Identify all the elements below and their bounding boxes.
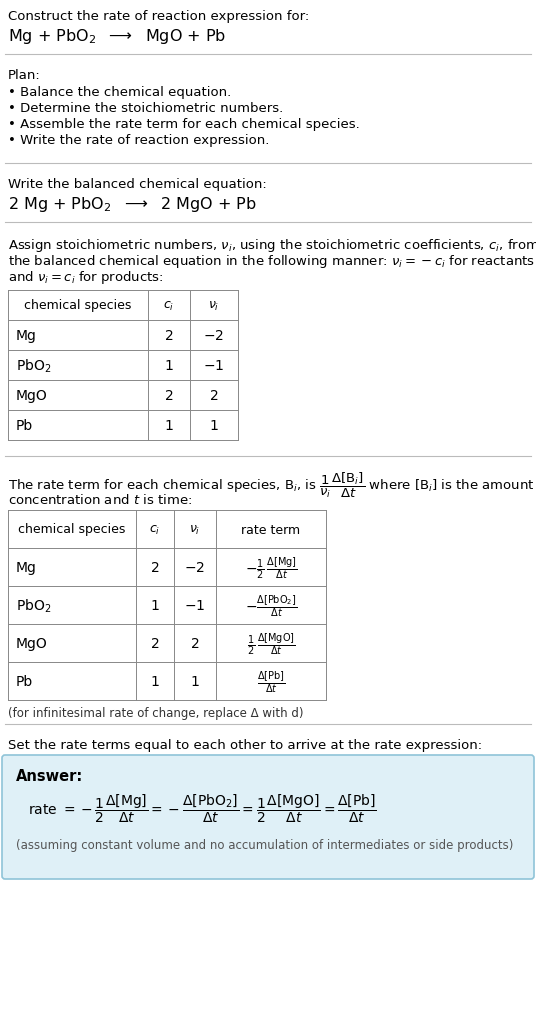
Text: $c_i$: $c_i$: [150, 523, 161, 536]
Text: • Write the rate of reaction expression.: • Write the rate of reaction expression.: [8, 133, 270, 147]
Text: 1: 1: [210, 419, 219, 433]
Text: • Determine the stoichiometric numbers.: • Determine the stoichiometric numbers.: [8, 102, 283, 115]
Text: $-2$: $-2$: [204, 329, 225, 342]
Text: Mg: Mg: [16, 560, 37, 575]
Text: 2: 2: [165, 388, 173, 403]
Text: 1: 1: [165, 419, 174, 433]
Text: 1: 1: [151, 675, 159, 688]
Text: 1: 1: [151, 598, 159, 612]
Text: Answer:: Answer:: [16, 768, 83, 784]
Text: MgO: MgO: [16, 388, 48, 403]
Text: $-\frac{1}{2}\,\frac{\Delta[\mathrm{Mg}]}{\Delta t}$: $-\frac{1}{2}\,\frac{\Delta[\mathrm{Mg}]…: [245, 554, 297, 580]
Text: chemical species: chemical species: [24, 300, 132, 312]
Text: and $\nu_i = c_i$ for products:: and $\nu_i = c_i$ for products:: [8, 269, 163, 285]
Text: 2: 2: [165, 329, 173, 342]
Text: Assign stoichiometric numbers, $\nu_i$, using the stoichiometric coefficients, $: Assign stoichiometric numbers, $\nu_i$, …: [8, 236, 536, 254]
Text: 1: 1: [165, 359, 174, 373]
Text: MgO: MgO: [16, 637, 48, 650]
Text: PbO$_2$: PbO$_2$: [16, 597, 51, 614]
Text: Set the rate terms equal to each other to arrive at the rate expression:: Set the rate terms equal to each other t…: [8, 739, 482, 751]
Text: 2: 2: [151, 560, 159, 575]
Text: • Balance the chemical equation.: • Balance the chemical equation.: [8, 86, 231, 99]
Text: Pb: Pb: [16, 675, 33, 688]
Text: $\nu_i$: $\nu_i$: [189, 523, 200, 536]
Text: chemical species: chemical species: [18, 523, 125, 536]
Text: $-2$: $-2$: [184, 560, 205, 575]
Text: PbO$_2$: PbO$_2$: [16, 357, 51, 374]
Text: $c_i$: $c_i$: [163, 300, 175, 312]
Text: $-1$: $-1$: [203, 359, 225, 373]
Text: (assuming constant volume and no accumulation of intermediates or side products): (assuming constant volume and no accumul…: [16, 839, 513, 851]
Text: Mg: Mg: [16, 329, 37, 342]
Text: 2: 2: [151, 637, 159, 650]
Text: Mg + PbO$_2$  $\longrightarrow$  MgO + Pb: Mg + PbO$_2$ $\longrightarrow$ MgO + Pb: [8, 26, 226, 46]
FancyBboxPatch shape: [2, 755, 534, 879]
Text: (for infinitesimal rate of change, replace Δ with d): (for infinitesimal rate of change, repla…: [8, 706, 303, 719]
Text: concentration and $t$ is time:: concentration and $t$ is time:: [8, 492, 192, 506]
Text: 2: 2: [191, 637, 199, 650]
Text: rate term: rate term: [241, 523, 301, 536]
Text: $\frac{\Delta[\mathrm{Pb}]}{\Delta t}$: $\frac{\Delta[\mathrm{Pb}]}{\Delta t}$: [257, 668, 285, 694]
Text: 2: 2: [210, 388, 218, 403]
Text: the balanced chemical equation in the following manner: $\nu_i = -c_i$ for react: the balanced chemical equation in the fo…: [8, 253, 535, 270]
Text: 1: 1: [191, 675, 199, 688]
Text: Plan:: Plan:: [8, 69, 41, 82]
Text: rate $= -\dfrac{1}{2}\dfrac{\Delta[\mathrm{Mg}]}{\Delta t}= -\dfrac{\Delta[\math: rate $= -\dfrac{1}{2}\dfrac{\Delta[\math…: [28, 792, 377, 824]
Text: • Assemble the rate term for each chemical species.: • Assemble the rate term for each chemic…: [8, 118, 360, 130]
Text: Construct the rate of reaction expression for:: Construct the rate of reaction expressio…: [8, 10, 309, 23]
Text: Write the balanced chemical equation:: Write the balanced chemical equation:: [8, 178, 267, 191]
Text: $-1$: $-1$: [184, 598, 206, 612]
Text: Pb: Pb: [16, 419, 33, 433]
Text: $\frac{1}{2}\,\frac{\Delta[\mathrm{MgO}]}{\Delta t}$: $\frac{1}{2}\,\frac{\Delta[\mathrm{MgO}]…: [247, 631, 295, 656]
Text: $-\frac{\Delta[\mathrm{PbO_2}]}{\Delta t}$: $-\frac{\Delta[\mathrm{PbO_2}]}{\Delta t…: [245, 592, 297, 619]
Text: The rate term for each chemical species, B$_i$, is $\dfrac{1}{\nu_i}\dfrac{\Delt: The rate term for each chemical species,…: [8, 471, 534, 500]
Text: $\nu_i$: $\nu_i$: [209, 300, 220, 312]
Text: 2 Mg + PbO$_2$  $\longrightarrow$  2 MgO + Pb: 2 Mg + PbO$_2$ $\longrightarrow$ 2 MgO +…: [8, 195, 257, 214]
